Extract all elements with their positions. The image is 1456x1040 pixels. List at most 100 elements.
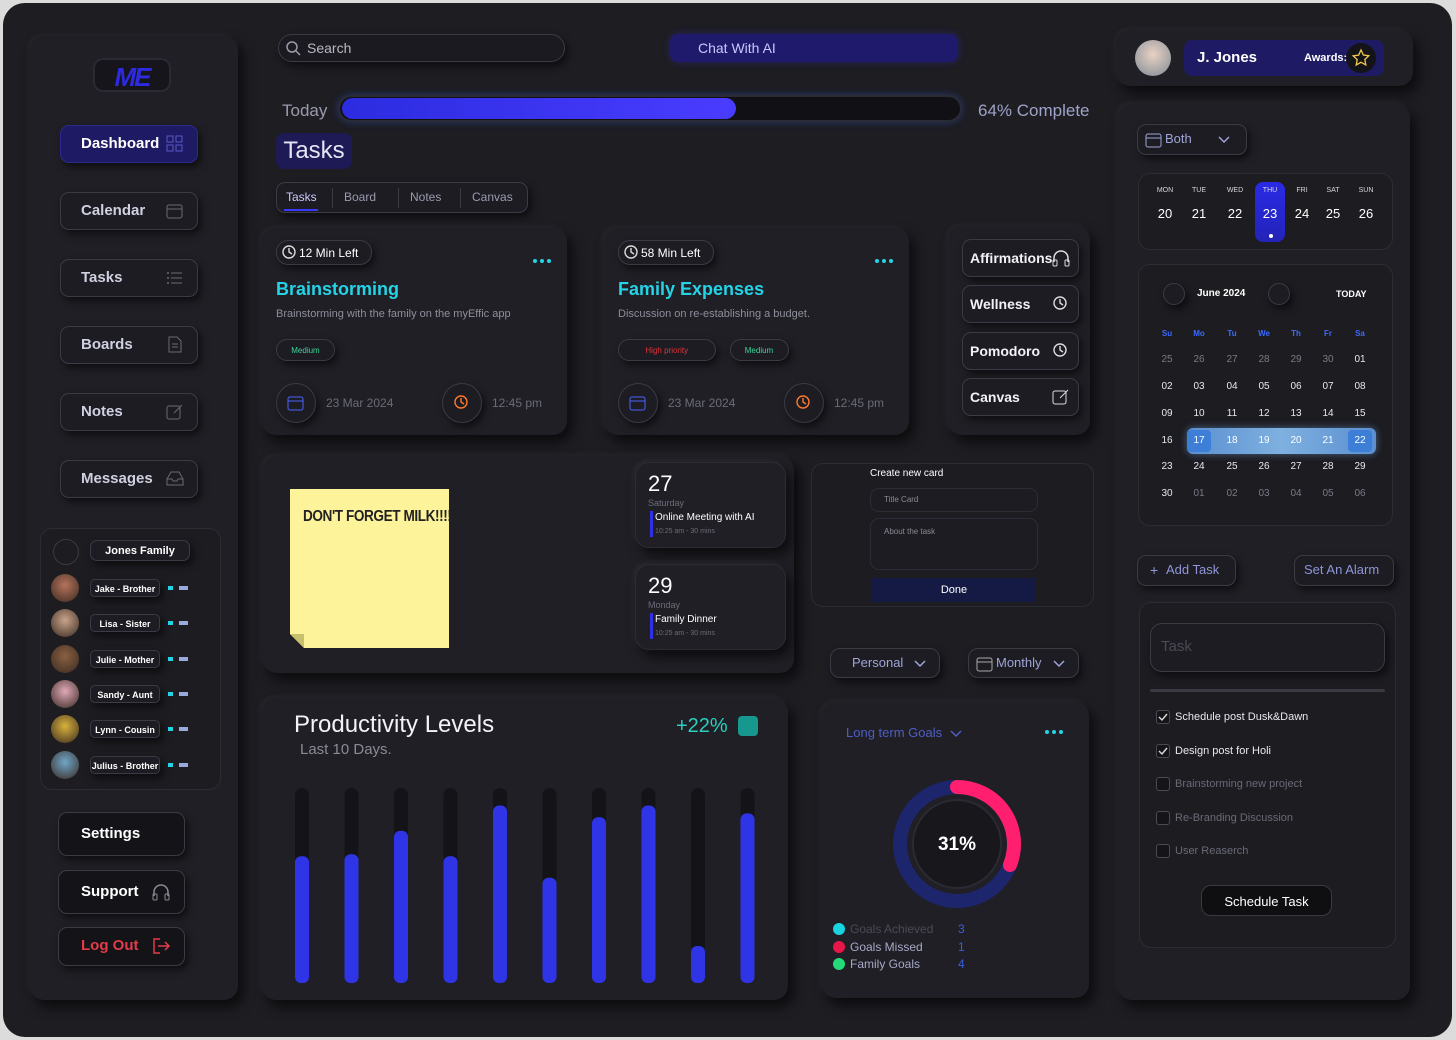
- calendar-day[interactable]: 09: [1161, 408, 1173, 419]
- checkbox[interactable]: [1156, 710, 1170, 724]
- done-button[interactable]: Done: [872, 578, 1036, 602]
- calendar-day[interactable]: 28: [1258, 354, 1270, 365]
- tab[interactable]: Notes: [410, 190, 442, 204]
- nav-label[interactable]: Messages: [81, 470, 153, 487]
- week-filter-label[interactable]: Both: [1165, 131, 1192, 146]
- calendar-day[interactable]: 25: [1226, 461, 1238, 472]
- search-box[interactable]: [278, 34, 565, 62]
- calendar-day[interactable]: 08: [1354, 381, 1366, 392]
- footer-nav-label[interactable]: Support: [81, 883, 139, 900]
- about-input[interactable]: [870, 518, 1038, 570]
- calendar-day[interactable]: 04: [1226, 381, 1238, 392]
- quick-action-label[interactable]: Affirmations: [970, 250, 1053, 266]
- calendar-day[interactable]: 07: [1322, 381, 1334, 392]
- calendar-day[interactable]: 26: [1258, 461, 1270, 472]
- prev-month[interactable]: [1163, 283, 1185, 305]
- nav-label[interactable]: Boards: [81, 336, 133, 353]
- week-date[interactable]: 25: [1325, 206, 1341, 221]
- quick-action[interactable]: [962, 285, 1079, 324]
- add-task-button[interactable]: [1137, 555, 1236, 586]
- calendar-day[interactable]: 17: [1193, 435, 1205, 446]
- calendar-day[interactable]: 30: [1322, 354, 1334, 365]
- title-input[interactable]: [870, 488, 1038, 512]
- add-task-label[interactable]: Add Task: [1166, 562, 1220, 577]
- quick-action[interactable]: [962, 331, 1079, 370]
- nav-item[interactable]: [60, 393, 198, 431]
- nav-label[interactable]: Calendar: [81, 202, 146, 219]
- calendar-day[interactable]: 20: [1290, 435, 1302, 446]
- calendar-day[interactable]: 13: [1290, 408, 1302, 419]
- calendar-day[interactable]: 29: [1290, 354, 1302, 365]
- calendar-day[interactable]: 16: [1161, 435, 1173, 446]
- calendar-day[interactable]: 02: [1226, 488, 1238, 499]
- today-button[interactable]: TODAY: [1336, 289, 1367, 299]
- calendar-day[interactable]: 14: [1322, 408, 1334, 419]
- nav-label[interactable]: Dashboard: [81, 135, 160, 152]
- quick-action[interactable]: [962, 377, 1079, 416]
- filter[interactable]: [968, 648, 1079, 678]
- chat-label[interactable]: Chat With AI: [698, 40, 776, 56]
- quick-action-label[interactable]: Canvas: [970, 388, 1020, 405]
- week-date[interactable]: 26: [1358, 206, 1374, 221]
- footer-nav-label[interactable]: Settings: [81, 825, 141, 842]
- calendar-day[interactable]: 23: [1161, 461, 1173, 472]
- calendar-day[interactable]: 06: [1290, 381, 1302, 392]
- calendar-day[interactable]: 19: [1258, 435, 1270, 446]
- checkbox[interactable]: [1156, 844, 1170, 859]
- calendar-day[interactable]: 04: [1290, 488, 1302, 499]
- add-member[interactable]: [53, 539, 79, 565]
- tab[interactable]: Board: [344, 190, 377, 204]
- week-date[interactable]: 24: [1294, 206, 1310, 221]
- calendar-day[interactable]: 01: [1354, 354, 1366, 365]
- footer-nav-settings[interactable]: [58, 812, 185, 856]
- calendar-day[interactable]: 29: [1354, 461, 1366, 472]
- filter[interactable]: [830, 648, 940, 678]
- month-title[interactable]: June 2024: [1197, 288, 1246, 299]
- alarm-button[interactable]: [1294, 555, 1394, 586]
- tab[interactable]: Tasks: [286, 190, 317, 204]
- nav-item[interactable]: [60, 460, 198, 498]
- quick-action-label[interactable]: Pomodoro: [970, 342, 1040, 359]
- calendar-day[interactable]: 21: [1322, 435, 1334, 446]
- nav-item[interactable]: [60, 192, 198, 230]
- calendar-day[interactable]: 22: [1354, 435, 1366, 446]
- calendar-day[interactable]: 12: [1258, 408, 1270, 419]
- filter-label[interactable]: Monthly: [996, 655, 1042, 670]
- event-card[interactable]: [635, 462, 786, 548]
- checkbox[interactable]: [1156, 743, 1170, 758]
- quick-action[interactable]: [962, 239, 1079, 277]
- alarm-label[interactable]: Set An Alarm: [1304, 562, 1380, 577]
- calendar-day[interactable]: 30: [1161, 488, 1173, 499]
- calendar-day[interactable]: 03: [1258, 488, 1270, 499]
- goals-title[interactable]: Long term Goals: [846, 725, 943, 740]
- calendar-day[interactable]: 06: [1354, 488, 1366, 499]
- nav-label[interactable]: Notes: [81, 403, 123, 420]
- calendar-day[interactable]: 27: [1290, 461, 1302, 472]
- week-date[interactable]: 22: [1227, 206, 1243, 221]
- nav-label[interactable]: Tasks: [81, 269, 123, 286]
- event-card[interactable]: [635, 564, 786, 650]
- nav-item[interactable]: [60, 326, 198, 364]
- week-date[interactable]: 23: [1262, 206, 1278, 221]
- week-filter[interactable]: [1137, 124, 1247, 155]
- calendar-day[interactable]: 24: [1193, 461, 1205, 472]
- calendar-day[interactable]: 15: [1354, 408, 1366, 419]
- calendar-day[interactable]: 28: [1322, 461, 1334, 472]
- calendar-day[interactable]: 01: [1193, 488, 1205, 499]
- footer-nav-support[interactable]: [58, 870, 185, 914]
- calendar-day[interactable]: 25: [1161, 354, 1173, 365]
- next-month[interactable]: [1268, 283, 1290, 305]
- calendar-day[interactable]: 02: [1161, 381, 1173, 392]
- week-date[interactable]: 21: [1191, 206, 1207, 221]
- calendar-day[interactable]: 11: [1226, 408, 1238, 419]
- calendar-day[interactable]: 05: [1322, 488, 1334, 499]
- filter-label[interactable]: Personal: [852, 655, 904, 670]
- checkbox[interactable]: [1156, 810, 1170, 825]
- chat-button[interactable]: [670, 34, 958, 62]
- calendar-day[interactable]: 18: [1226, 435, 1238, 446]
- footer-nav-label[interactable]: Log Out: [81, 937, 139, 954]
- calendar-day[interactable]: 27: [1226, 354, 1238, 365]
- schedule-button[interactable]: Schedule Task: [1201, 885, 1332, 916]
- calendar-day[interactable]: 05: [1258, 381, 1270, 392]
- checkbox[interactable]: [1156, 777, 1170, 792]
